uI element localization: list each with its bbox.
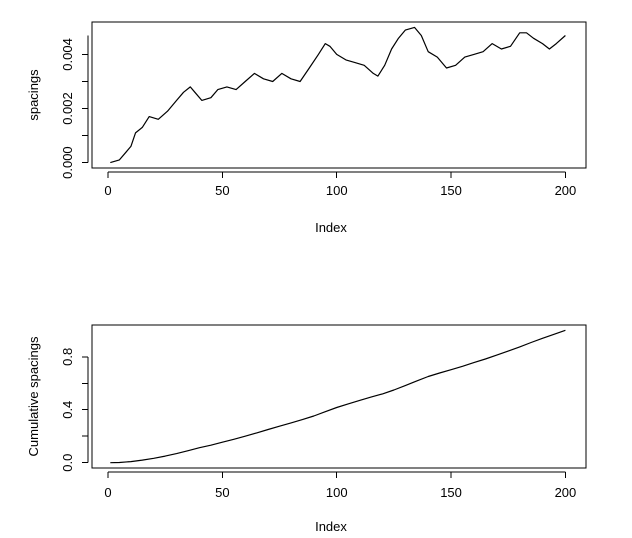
series-line	[110, 26, 566, 164]
y-tick-label: 0.004	[60, 38, 75, 71]
x-tick-label: 100	[326, 485, 348, 500]
y-axis-title: Cumulative spacings	[26, 336, 41, 456]
y-tick-label: 0.000	[60, 146, 75, 179]
x-tick-label: 200	[555, 485, 577, 500]
x-tick-label: 150	[440, 485, 462, 500]
x-tick-label: 100	[326, 183, 348, 198]
x-tick-label: 50	[215, 485, 229, 500]
x-tick-label: 150	[440, 183, 462, 198]
x-axis-title: Index	[315, 519, 347, 534]
y-tick-label: 0.0	[60, 454, 75, 472]
x-tick-label: 200	[555, 183, 577, 198]
y-tick-label: 0.4	[60, 401, 75, 419]
x-tick-label: 0	[104, 485, 111, 500]
x-tick-label: 0	[104, 183, 111, 198]
panel-1: 0 50 100 150 200 0.000 0.002 0.004 Index spacings	[26, 21, 587, 235]
plot-frame	[91, 21, 587, 169]
plot-frame	[91, 324, 587, 469]
x-axis-title: Index	[315, 220, 347, 235]
panel-2: 0 50 100 150 200 0.0 0.4 0.8 Index Cumulative spa…	[26, 324, 587, 534]
y-tick-label: 0.8	[60, 348, 75, 366]
y-axis-title: spacings	[26, 69, 41, 121]
y-tick-label: 0.002	[60, 92, 75, 125]
series-line	[110, 329, 566, 464]
x-tick-label: 50	[215, 183, 229, 198]
